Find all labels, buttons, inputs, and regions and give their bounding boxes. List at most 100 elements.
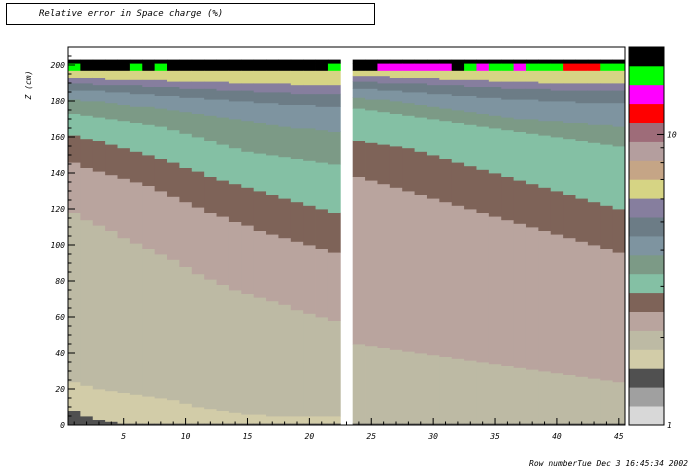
heatmap-cell bbox=[550, 59, 564, 64]
heatmap-cell bbox=[80, 115, 94, 140]
heatmap-cell bbox=[563, 83, 576, 91]
heatmap-cell bbox=[587, 102, 601, 125]
heatmap-cell bbox=[451, 205, 465, 359]
heatmap-cell bbox=[476, 59, 490, 64]
heatmap-cell bbox=[439, 79, 453, 86]
heatmap-cell bbox=[290, 84, 304, 95]
heatmap-cell bbox=[142, 86, 156, 95]
heatmap-cell bbox=[129, 70, 143, 80]
heatmap-cell bbox=[402, 102, 415, 116]
heatmap-cell bbox=[550, 120, 564, 138]
heatmap-cell bbox=[142, 70, 156, 80]
heatmap-cell bbox=[266, 59, 279, 64]
heatmap-cell bbox=[303, 128, 316, 161]
x-tick-label: 35 bbox=[489, 432, 500, 441]
heatmap-cell bbox=[414, 59, 428, 64]
heatmap-cell bbox=[426, 106, 440, 120]
heatmap-cell bbox=[105, 230, 118, 392]
heatmap-cell bbox=[488, 97, 502, 116]
heatmap-cell bbox=[80, 138, 94, 168]
heatmap-cell bbox=[327, 63, 341, 71]
heatmap-cell bbox=[216, 144, 230, 181]
heatmap-cell bbox=[327, 416, 341, 424]
heatmap-cell bbox=[315, 84, 329, 95]
heatmap-cell bbox=[513, 59, 527, 64]
heatmap-cell bbox=[377, 144, 391, 185]
heatmap-cell bbox=[414, 77, 428, 84]
y-tick-label: 80 bbox=[55, 277, 65, 286]
heatmap-cell bbox=[204, 140, 217, 177]
heatmap-cell bbox=[488, 70, 502, 82]
heatmap-cell bbox=[228, 63, 242, 71]
heatmap-cell bbox=[129, 84, 143, 95]
heatmap-cell bbox=[167, 399, 180, 424]
heatmap-cell bbox=[513, 88, 527, 100]
heatmap-cell bbox=[501, 59, 514, 64]
heatmap-cell bbox=[129, 182, 143, 244]
heatmap-cell bbox=[587, 378, 601, 424]
heatmap-cell bbox=[105, 70, 118, 80]
heatmap-cell bbox=[587, 63, 601, 71]
heatmap-cell bbox=[612, 63, 626, 71]
heatmap-cell bbox=[204, 115, 217, 141]
heatmap-cell bbox=[587, 83, 601, 91]
heatmap-cell bbox=[191, 273, 205, 408]
heatmap-cell bbox=[402, 147, 415, 192]
heatmap-cell bbox=[117, 104, 131, 122]
heatmap-cell bbox=[402, 63, 415, 71]
heatmap-cell bbox=[538, 187, 552, 231]
heatmap-cell bbox=[464, 86, 477, 96]
heatmap-cell bbox=[216, 90, 230, 100]
heatmap-cell bbox=[167, 259, 180, 401]
heatmap-cell bbox=[216, 70, 230, 82]
heatmap-cell bbox=[154, 254, 168, 399]
heatmap-cell bbox=[600, 83, 614, 91]
heatmap-cell bbox=[154, 191, 168, 255]
heatmap-cell bbox=[365, 110, 378, 143]
heatmap-cell bbox=[451, 95, 465, 111]
heatmap-cell bbox=[575, 241, 589, 377]
heatmap-cell bbox=[525, 183, 539, 228]
heatmap-cell bbox=[191, 171, 205, 208]
heatmap-cell bbox=[501, 70, 514, 82]
heatmap-cell bbox=[290, 241, 304, 311]
heatmap-cell bbox=[92, 140, 106, 172]
heatmap-cell bbox=[513, 223, 527, 368]
heatmap-cell bbox=[278, 198, 292, 239]
heatmap-cell bbox=[426, 119, 440, 156]
heatmap-cell bbox=[253, 70, 267, 84]
heatmap-cell bbox=[389, 90, 403, 102]
heatmap-cell bbox=[377, 99, 391, 113]
heatmap-cell bbox=[315, 70, 329, 86]
heatmap-cell bbox=[290, 59, 304, 64]
heatmap-cell bbox=[600, 248, 614, 381]
heatmap-cell bbox=[488, 59, 502, 64]
heatmap-cell bbox=[129, 106, 143, 123]
heatmap-cell bbox=[142, 185, 156, 249]
heatmap-cell bbox=[365, 99, 378, 111]
heatmap-cell bbox=[476, 97, 490, 114]
heatmap-cell bbox=[266, 416, 279, 424]
heatmap-cell bbox=[377, 63, 391, 71]
heatmap-cell bbox=[525, 81, 539, 89]
heatmap-cell bbox=[303, 59, 316, 64]
heatmap-cell bbox=[253, 191, 267, 231]
heatmap-cell bbox=[550, 191, 564, 235]
heatmap-cell bbox=[142, 248, 156, 397]
heatmap-cell bbox=[575, 376, 589, 424]
heatmap-cell bbox=[575, 140, 589, 199]
heatmap-cell bbox=[389, 349, 403, 424]
heatmap-cell bbox=[129, 122, 143, 152]
heatmap-cell bbox=[204, 99, 217, 116]
heatmap-cell bbox=[426, 354, 440, 424]
heatmap-cell bbox=[117, 79, 131, 86]
y-tick-label: 60 bbox=[55, 313, 65, 322]
heatmap-cell bbox=[117, 147, 131, 179]
heatmap-cell bbox=[290, 416, 304, 424]
heatmap-cell bbox=[439, 59, 453, 64]
heatmap-cell bbox=[352, 176, 366, 345]
heatmap-cell bbox=[352, 70, 366, 77]
heatmap-cell bbox=[464, 209, 477, 361]
heatmap-cell bbox=[278, 70, 292, 84]
